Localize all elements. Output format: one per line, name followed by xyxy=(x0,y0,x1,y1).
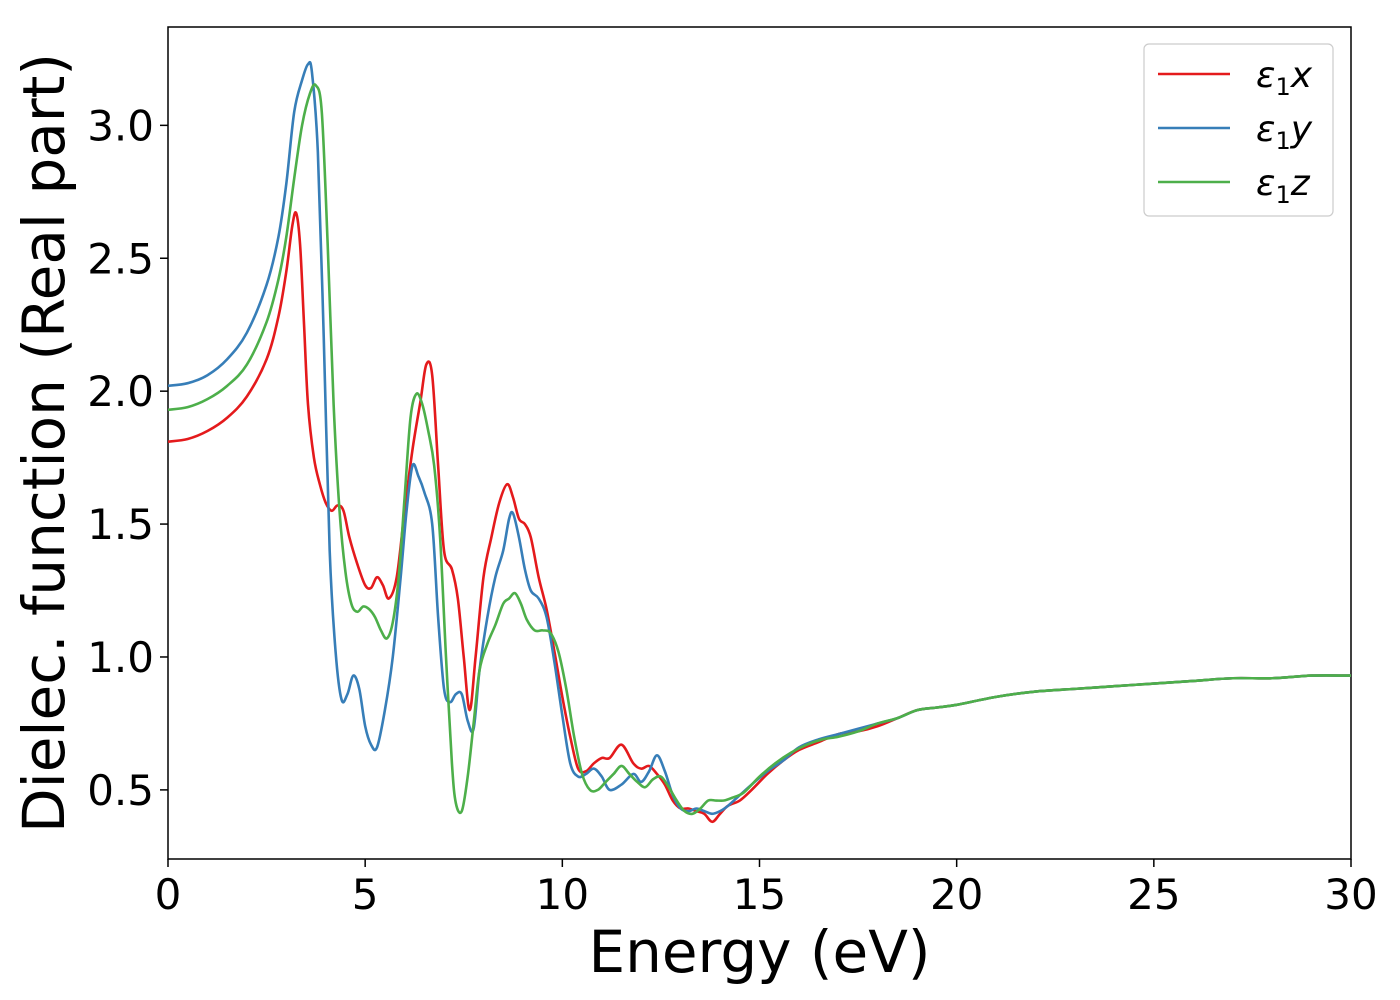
y-tick-label: 2.0 xyxy=(87,367,154,416)
legend: ε1x ε1y ε1z xyxy=(1143,43,1334,217)
legend-label: ε1z xyxy=(1256,163,1311,209)
series-line-z xyxy=(168,83,1351,816)
x-tick-label: 20 xyxy=(930,870,983,919)
x-tick-label: 10 xyxy=(536,870,589,919)
x-tick-label: 25 xyxy=(1127,870,1180,919)
y-axis-title: Dielec. function (Real part) xyxy=(10,53,78,833)
series-line-x xyxy=(168,211,1351,824)
series-layer xyxy=(168,60,1351,824)
x-tick-label: 5 xyxy=(352,870,379,919)
y-tick-label: 0.5 xyxy=(87,766,154,815)
y-tick-label: 3.0 xyxy=(87,101,154,150)
x-tick-label: 15 xyxy=(733,870,786,919)
legend-item-x: ε1x xyxy=(1158,55,1313,101)
x-axis-title: Energy (eV) xyxy=(588,918,930,986)
x-axis: 0 5 10 15 20 25 30 xyxy=(155,859,1378,919)
y-tick-label: 1.0 xyxy=(87,633,154,682)
legend-box xyxy=(1143,43,1334,217)
legend-label: ε1x xyxy=(1256,55,1313,101)
y-tick-label: 2.5 xyxy=(87,234,154,283)
x-tick-label: 30 xyxy=(1324,870,1377,919)
y-tick-label: 1.5 xyxy=(87,500,154,549)
x-tick-label: 0 xyxy=(155,870,182,919)
legend-item-y: ε1y xyxy=(1158,109,1313,155)
legend-label: ε1y xyxy=(1256,109,1313,155)
y-axis: 0.5 1.0 1.5 2.0 2.5 3.0 xyxy=(87,101,168,815)
legend-item-z: ε1z xyxy=(1158,163,1311,209)
series-line-y xyxy=(168,60,1351,816)
